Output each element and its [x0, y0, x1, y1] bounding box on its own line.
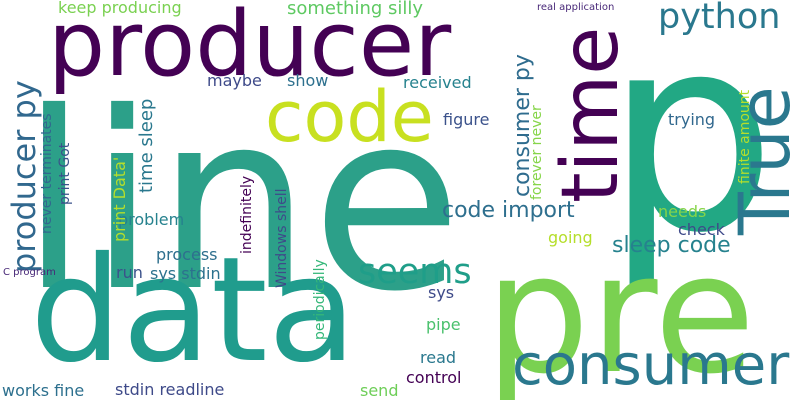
word-show: show: [287, 71, 329, 90]
word-check: check: [678, 220, 725, 239]
word-producer-py: producer py: [5, 80, 43, 273]
word-going: going: [548, 228, 593, 247]
word-finite-amount: finite amount: [737, 89, 753, 184]
word-maybe: maybe: [207, 71, 262, 90]
word-never-terminates: never terminates: [39, 113, 55, 234]
word-sys-stdin: sys stdin: [150, 264, 221, 283]
word-code-import: code import: [442, 198, 575, 223]
word-forever-never: forever never: [529, 105, 545, 200]
word-process: process: [156, 245, 218, 264]
word-problem: problem: [118, 210, 185, 229]
word-consumer: consumer: [512, 333, 790, 398]
word-received: received: [403, 73, 472, 92]
word-works-fine: works fine: [2, 381, 85, 400]
word-p: p: [605, 0, 777, 292]
word-data: data: [30, 226, 357, 395]
word-print-data: print Data': [110, 156, 129, 242]
word-time-sleep: time sleep: [136, 98, 157, 193]
word-line: line: [20, 60, 463, 345]
word-periodically: periodically: [312, 259, 328, 340]
word-trying: trying: [668, 110, 716, 129]
word-indefinitely: indefinitely: [239, 175, 255, 254]
word-c-program: C program: [3, 267, 56, 278]
word-keep-producing: keep producing: [58, 0, 182, 17]
word-something-silly: something silly: [287, 0, 424, 19]
word-needs: needs: [658, 202, 707, 221]
word-pipe: pipe: [426, 315, 461, 334]
word-seems: seems: [358, 252, 472, 292]
word-pre: pre: [485, 218, 756, 400]
word-figure: figure: [443, 110, 490, 129]
word-python: python: [658, 0, 781, 37]
word-stdin-readline: stdin readline: [115, 380, 225, 399]
word-print-got: print Got: [57, 142, 73, 205]
word-time: time: [546, 26, 636, 203]
word-run: run: [116, 263, 143, 282]
word-control: control: [406, 368, 462, 387]
word-sys: sys: [428, 283, 455, 302]
word-read: read: [420, 348, 457, 367]
word-producer: producer: [48, 0, 452, 97]
word-real-application: real application: [537, 2, 615, 13]
word-windows-shell: Windows shell: [274, 188, 290, 288]
word-code: code: [265, 76, 434, 158]
word-sleep-code: sleep code: [612, 233, 731, 258]
word-send: send: [360, 381, 399, 400]
